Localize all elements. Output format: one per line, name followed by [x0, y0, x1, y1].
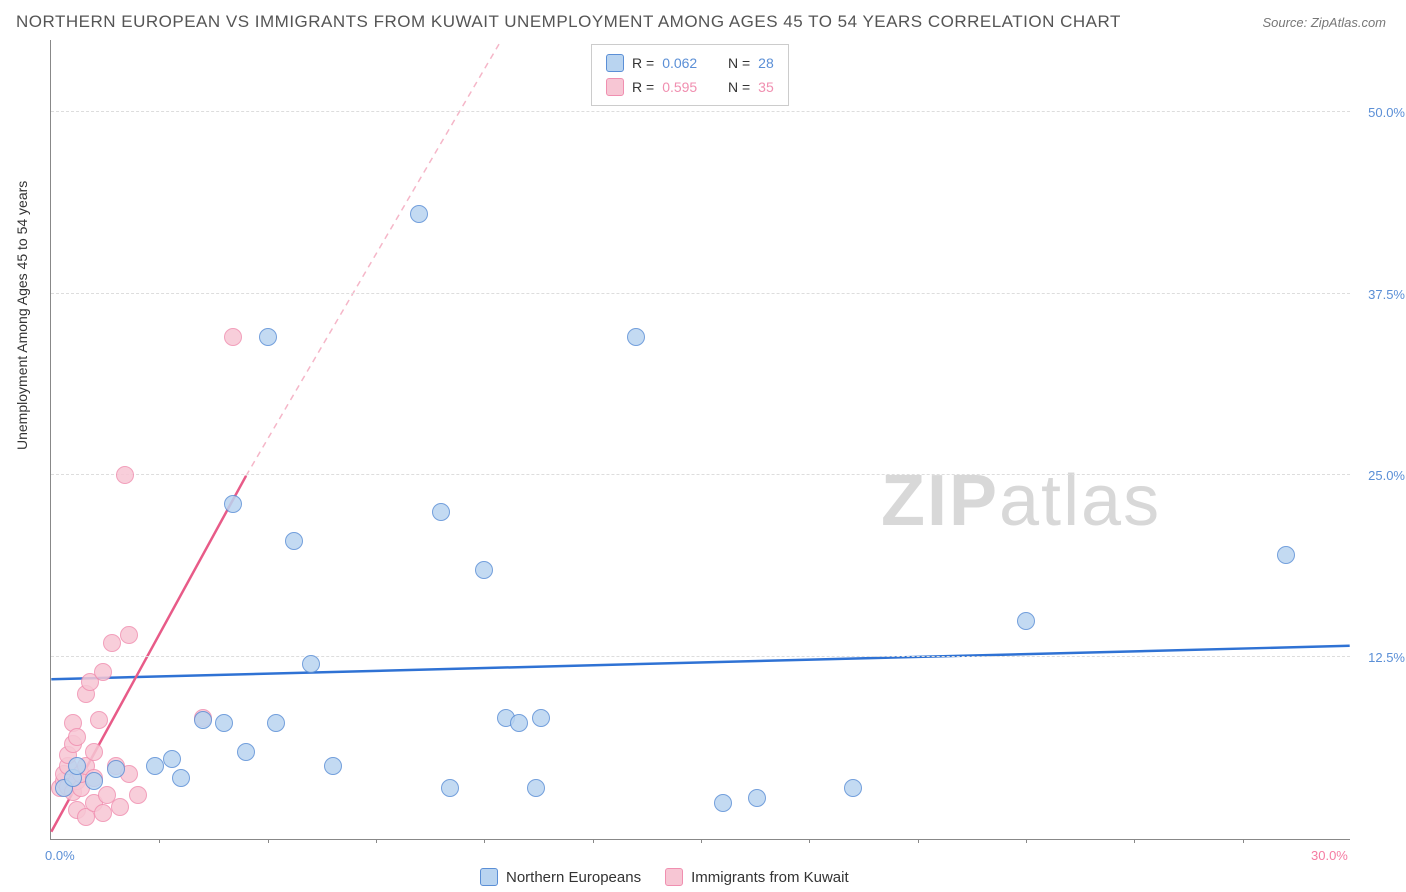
x-minor-tick — [376, 839, 377, 843]
data-point — [748, 789, 766, 807]
x-minor-tick — [1243, 839, 1244, 843]
data-point — [172, 769, 190, 787]
x-minor-tick — [484, 839, 485, 843]
legend-item: Northern Europeans — [480, 868, 641, 886]
legend-row: R = 0.062 N = 28 — [606, 51, 774, 75]
data-point — [410, 205, 428, 223]
x-minor-tick — [593, 839, 594, 843]
data-point — [1017, 612, 1035, 630]
x-minor-tick — [1026, 839, 1027, 843]
data-point — [120, 626, 138, 644]
legend-swatch — [606, 78, 624, 96]
data-point — [111, 798, 129, 816]
y-tick-label: 50.0% — [1355, 105, 1405, 120]
gridline-h — [51, 293, 1350, 294]
trend-line — [51, 646, 1349, 679]
chart-title: NORTHERN EUROPEAN VS IMMIGRANTS FROM KUW… — [16, 12, 1121, 32]
data-point — [475, 561, 493, 579]
data-point — [68, 757, 86, 775]
gridline-h — [51, 474, 1350, 475]
correlation-legend: R = 0.062 N = 28R = 0.595 N = 35 — [591, 44, 789, 106]
data-point — [844, 779, 862, 797]
source-label: Source: ZipAtlas.com — [1262, 15, 1386, 30]
x-tick-label: 0.0% — [45, 848, 75, 863]
y-tick-label: 25.0% — [1355, 468, 1405, 483]
x-minor-tick — [701, 839, 702, 843]
data-point — [103, 634, 121, 652]
data-point — [237, 743, 255, 761]
legend-swatch — [665, 868, 683, 886]
data-point — [224, 328, 242, 346]
data-point — [116, 466, 134, 484]
data-point — [85, 743, 103, 761]
y-axis-label: Unemployment Among Ages 45 to 54 years — [14, 181, 30, 450]
x-tick-label: 30.0% — [1311, 848, 1348, 863]
data-point — [90, 711, 108, 729]
data-point — [94, 663, 112, 681]
data-point — [267, 714, 285, 732]
data-point — [441, 779, 459, 797]
data-point — [163, 750, 181, 768]
x-minor-tick — [268, 839, 269, 843]
legend-label: Immigrants from Kuwait — [691, 869, 849, 886]
data-point — [532, 709, 550, 727]
data-point — [627, 328, 645, 346]
data-point — [714, 794, 732, 812]
x-minor-tick — [809, 839, 810, 843]
data-point — [68, 728, 86, 746]
data-point — [129, 786, 147, 804]
data-point — [85, 772, 103, 790]
gridline-h — [51, 111, 1350, 112]
data-point — [527, 779, 545, 797]
y-tick-label: 37.5% — [1355, 287, 1405, 302]
legend-row: R = 0.595 N = 35 — [606, 75, 774, 99]
legend-label: Northern Europeans — [506, 869, 641, 886]
data-point — [285, 532, 303, 550]
data-point — [324, 757, 342, 775]
trend-line — [246, 40, 501, 476]
data-point — [215, 714, 233, 732]
data-point — [259, 328, 277, 346]
y-tick-label: 12.5% — [1355, 650, 1405, 665]
plot-area: ZIPatlas R = 0.062 N = 28R = 0.595 N = 3… — [50, 40, 1350, 840]
legend-item: Immigrants from Kuwait — [665, 868, 849, 886]
data-point — [107, 760, 125, 778]
data-point — [432, 503, 450, 521]
x-minor-tick — [918, 839, 919, 843]
data-point — [94, 804, 112, 822]
series-legend: Northern Europeans Immigrants from Kuwait — [480, 868, 849, 886]
legend-swatch — [480, 868, 498, 886]
data-point — [194, 711, 212, 729]
x-minor-tick — [1134, 839, 1135, 843]
legend-swatch — [606, 54, 624, 72]
data-point — [1277, 546, 1295, 564]
x-minor-tick — [159, 839, 160, 843]
data-point — [302, 655, 320, 673]
data-point — [224, 495, 242, 513]
gridline-h — [51, 656, 1350, 657]
data-point — [146, 757, 164, 775]
data-point — [510, 714, 528, 732]
trend-lines-layer — [51, 40, 1350, 839]
